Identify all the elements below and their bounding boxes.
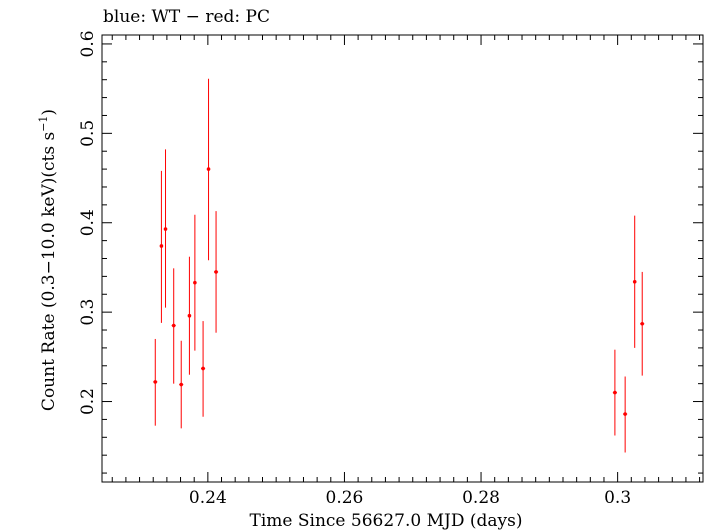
data-point (632, 215, 637, 348)
data-point (171, 268, 176, 384)
x-axis-ticks: 0.24 0.26 0.28 0.3 (111, 35, 701, 508)
x-tick-label: 0.26 (326, 488, 364, 508)
data-point (187, 256, 192, 375)
data-point (214, 211, 219, 333)
point-marker (193, 280, 197, 285)
point-marker (201, 366, 205, 371)
y-axis-ticks: 0.2 0.3 0.4 0.5 0.6 (78, 30, 703, 474)
data-point (612, 349, 617, 436)
data-point (163, 149, 168, 308)
data-point (623, 376, 628, 453)
point-marker (179, 382, 184, 387)
y-tick-label: 0.2 (78, 388, 98, 415)
point-marker (171, 323, 176, 328)
data-point (179, 340, 184, 429)
point-marker (206, 167, 211, 171)
point-marker (187, 313, 192, 318)
data-point (201, 321, 206, 417)
plot-frame (101, 34, 704, 483)
point-marker (640, 321, 645, 326)
x-tick-label: 0.24 (189, 488, 227, 508)
y-axis-label-close: ) (39, 109, 59, 116)
x-tick-label: 0.3 (604, 488, 631, 508)
point-marker (214, 270, 218, 274)
x-axis-label: Time Since 56627.0 MJD (days) (250, 511, 523, 531)
y-axis-label-main: Count Rate (0.3−10.0 keV)(cts s (39, 132, 59, 411)
data-point (193, 214, 197, 351)
point-marker (153, 380, 158, 384)
data-point (640, 271, 645, 376)
point-marker (632, 279, 637, 284)
y-axis-label: Count Rate (0.3−10.0 keV)(cts s−1) (37, 109, 59, 411)
data-point (153, 338, 158, 426)
y-tick-label: 0.3 (78, 299, 98, 326)
y-tick-label: 0.5 (78, 120, 98, 147)
data-point (159, 170, 164, 323)
point-marker (623, 412, 627, 416)
point-marker (163, 227, 168, 231)
chart-title: blue: WT − red: PC (103, 7, 270, 27)
data-points (153, 78, 645, 453)
point-marker (159, 244, 164, 248)
data-point (206, 78, 211, 261)
y-tick-label: 0.4 (78, 209, 98, 236)
y-tick-label: 0.6 (78, 30, 98, 57)
y-axis-label-exponent: −1 (37, 116, 50, 132)
x-tick-label: 0.28 (462, 488, 500, 508)
point-marker (613, 390, 617, 395)
